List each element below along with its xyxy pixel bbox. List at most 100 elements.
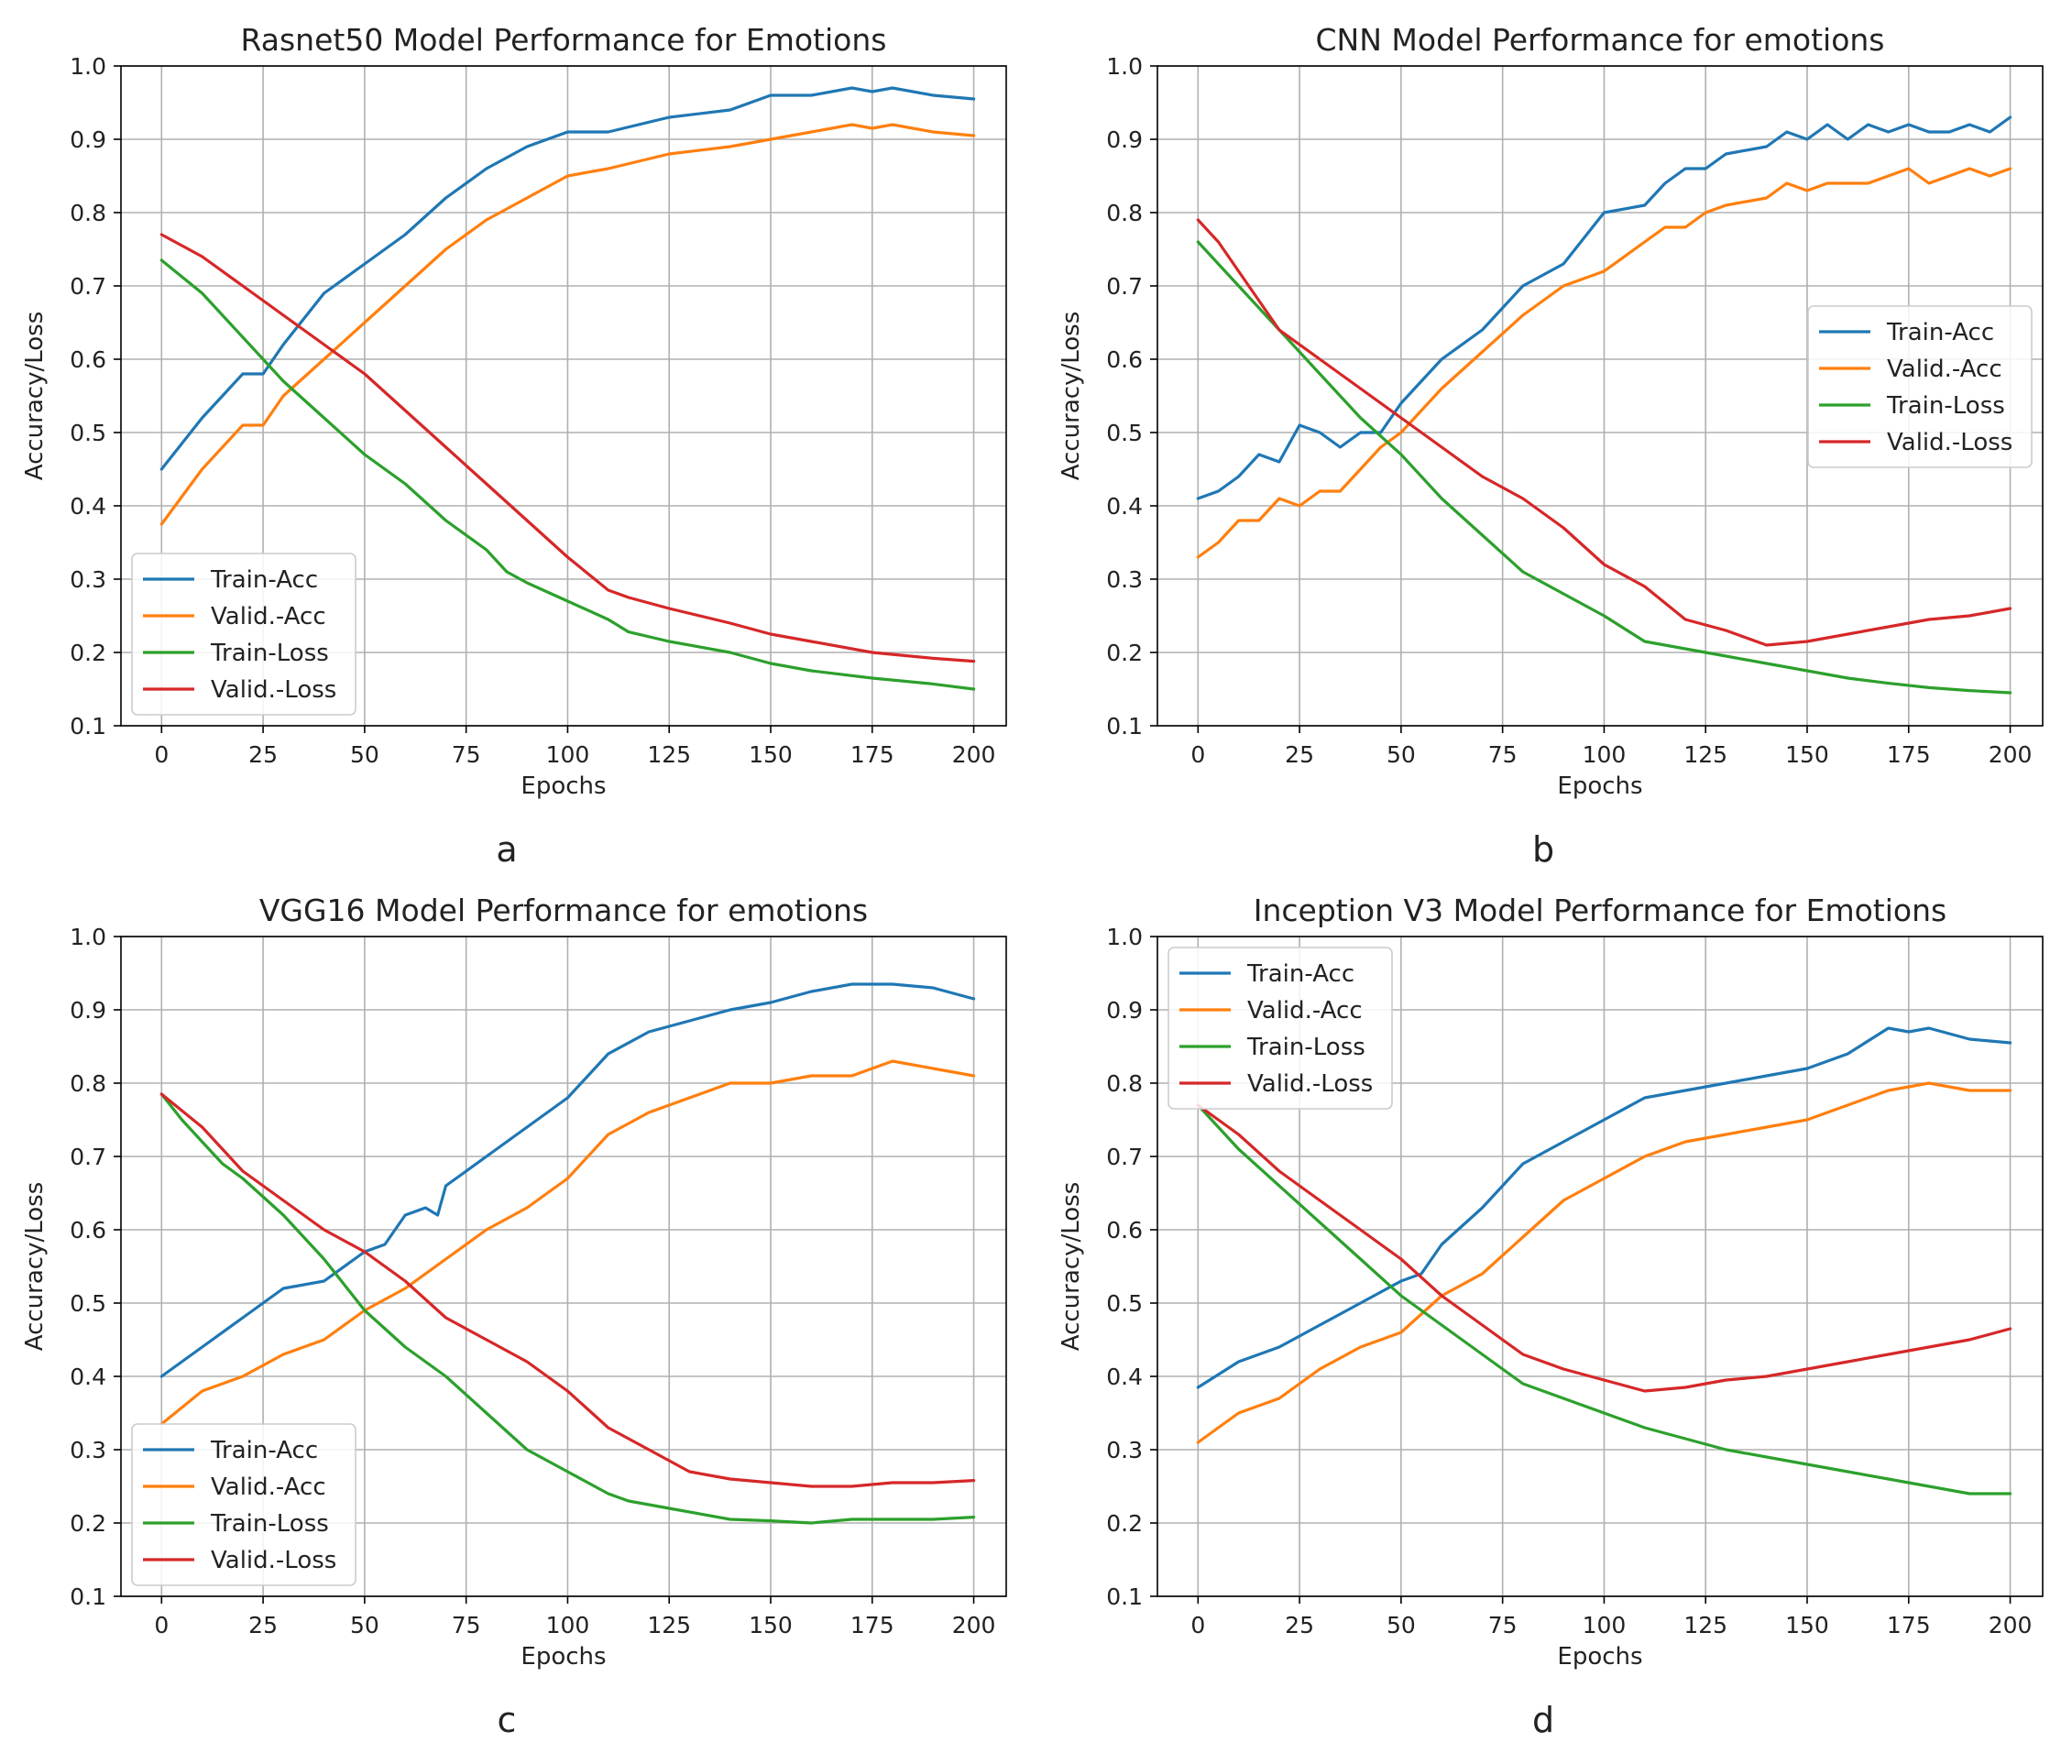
legend-entry: Valid.-Acc	[1247, 997, 1363, 1024]
x-tick-label: 50	[350, 741, 379, 768]
x-tick-label: 0	[154, 741, 169, 768]
legend-entry: Valid.-Loss	[1887, 429, 2012, 456]
series-line-valid-acc	[1196, 1081, 2012, 1444]
x-tick-label: 125	[647, 741, 691, 768]
y-axis-label: Accuracy/Loss	[21, 312, 49, 481]
legend-entry: Train-Loss	[210, 640, 329, 667]
chart-panel-c: 0 25 50 75 100 125 150 175 200 0.1 0.2 0.3 0.4 0.5 0.6…	[0, 871, 1036, 1752]
y-tick-label: 0.3	[1106, 1437, 1143, 1463]
chart-panel-b: 0 25 50 75 100 125 150 175 200 0.1 0.2 0.3 0.4 0.5 0.6…	[1036, 0, 2072, 882]
x-axis-label: Epochs	[1557, 772, 1642, 800]
x-tick-label: 25	[248, 1612, 278, 1638]
chart-cnn: 0 25 50 75 100 125 150 175 200 0.1 0.2 0.3 0.4 0.5 0.6…	[1058, 22, 2044, 800]
legend-box	[1168, 947, 1393, 1110]
x-tick-label: 50	[1387, 1612, 1416, 1638]
legend-entry: Valid.-Acc	[211, 603, 326, 630]
x-tick-label: 200	[952, 1612, 996, 1638]
x-axis-label: Epochs	[521, 772, 606, 800]
x-axis-label: Epochs	[1557, 1643, 1642, 1671]
chart-inception-v3: 0 25 50 75 100 125 150 175 200 0.1 0.2 0.3 0.4 0.5 0.6…	[1058, 893, 2044, 1671]
chart-vgg16: 0 25 50 75 100 125 150 175 200 0.1 0.2 0.3 0.4 0.5 0.6…	[21, 893, 1007, 1671]
legend: Train-Acc Valid.-Acc Train-Loss Valid.-Loss	[1807, 305, 2033, 468]
series-line-valid-loss	[1196, 218, 2012, 647]
series-line-train-acc	[159, 982, 976, 1378]
x-tick-label: 0	[154, 1612, 169, 1638]
y-tick-label: 0.5	[1106, 420, 1143, 446]
y-tick-label: 0.2	[70, 1510, 106, 1537]
y-tick-label: 0.7	[70, 273, 106, 300]
y-tick-label: 0.2	[70, 640, 106, 666]
x-tick-label: 175	[1887, 741, 1931, 768]
y-tick-label: 0.8	[70, 200, 106, 226]
chart-title: VGG16 Model Performance for emotions	[259, 893, 868, 928]
series-line-train-loss	[1196, 240, 2012, 695]
x-tick-label: 200	[1989, 741, 2033, 768]
y-tick-label: 0.6	[70, 346, 106, 373]
legend-box	[131, 553, 356, 716]
y-tick-label: 0.5	[70, 420, 106, 446]
x-tick-label: 150	[1785, 741, 1829, 768]
series-line-train-acc	[1196, 1026, 2012, 1389]
y-tick-label: 0.9	[1106, 126, 1143, 153]
panel-label-a: a	[496, 829, 518, 870]
panel-label-d: d	[1531, 1700, 1555, 1740]
y-axis-label: Accuracy/Loss	[1058, 1182, 1085, 1352]
y-axis-label: Accuracy/Loss	[21, 1182, 49, 1352]
series-line-train-loss	[159, 1092, 976, 1525]
series-line-valid-loss	[159, 233, 976, 663]
x-tick-label: 100	[546, 1612, 590, 1638]
y-tick-label: 0.4	[1106, 1364, 1143, 1390]
panel-label-b: b	[1531, 829, 1555, 870]
legend-box	[131, 1423, 356, 1586]
y-tick-label: 0.8	[70, 1070, 106, 1097]
chart-title: CNN Model Performance for emotions	[1316, 22, 1885, 58]
chart-title: Rasnet50 Model Performance for Emotions	[241, 22, 887, 58]
x-tick-label: 175	[850, 741, 894, 768]
y-tick-label: 0.7	[70, 1144, 106, 1170]
series-line-train-loss	[1196, 1103, 2012, 1496]
legend-box	[1807, 305, 2033, 468]
legend-entry: Train-Acc	[1886, 319, 1994, 346]
x-tick-label: 25	[1285, 1612, 1314, 1638]
y-tick-label: 0.4	[70, 493, 106, 520]
chart-title: Inception V3 Model Performance for Emoti…	[1254, 893, 1946, 928]
x-tick-label: 50	[350, 1612, 379, 1638]
y-tick-label: 0.9	[70, 126, 106, 153]
legend-entry: Train-Loss	[210, 1510, 329, 1538]
legend-entry: Valid.-Loss	[1247, 1070, 1373, 1098]
x-tick-label: 100	[1583, 741, 1627, 768]
legend: Train-Acc Valid.-Acc Train-Loss Valid.-Loss	[131, 1423, 356, 1586]
y-tick-label: 0.9	[70, 997, 106, 1024]
legend-entry: Train-Loss	[1246, 1034, 1365, 1061]
y-tick-label: 0.1	[1106, 1583, 1143, 1610]
x-tick-label: 100	[546, 741, 590, 768]
y-tick-label: 0.4	[70, 1364, 106, 1390]
y-tick-label: 1.0	[1106, 924, 1143, 950]
legend-entry: Train-Acc	[210, 566, 318, 594]
y-tick-label: 0.6	[1106, 1217, 1143, 1244]
y-tick-label: 0.5	[70, 1290, 106, 1317]
x-tick-label: 25	[1285, 741, 1314, 768]
y-tick-label: 0.7	[1106, 1144, 1143, 1170]
x-tick-label: 125	[1683, 1612, 1727, 1638]
legend: Train-Acc Valid.-Acc Train-Loss Valid.-Loss	[1168, 947, 1393, 1110]
x-tick-label: 175	[1887, 1612, 1931, 1638]
series-line-valid-loss	[1196, 1103, 2012, 1393]
y-tick-label: 0.6	[70, 1217, 106, 1244]
x-tick-label: 100	[1583, 1612, 1627, 1638]
y-tick-label: 0.3	[1106, 566, 1143, 593]
y-tick-label: 1.0	[70, 53, 106, 80]
x-tick-label: 125	[647, 1612, 691, 1638]
series-line-valid-acc	[159, 1059, 976, 1426]
legend-entry: Valid.-Acc	[1887, 356, 2002, 383]
plot-frame	[120, 65, 1007, 727]
plot-frame	[1157, 65, 2044, 727]
y-tick-label: 1.0	[70, 924, 106, 950]
x-tick-label: 25	[248, 741, 278, 768]
x-tick-label: 175	[850, 1612, 894, 1638]
x-tick-label: 150	[749, 741, 793, 768]
series-line-train-acc	[159, 86, 976, 471]
series-line-valid-loss	[159, 1092, 976, 1488]
y-tick-label: 0.4	[1106, 493, 1143, 520]
x-tick-label: 200	[1989, 1612, 2033, 1638]
